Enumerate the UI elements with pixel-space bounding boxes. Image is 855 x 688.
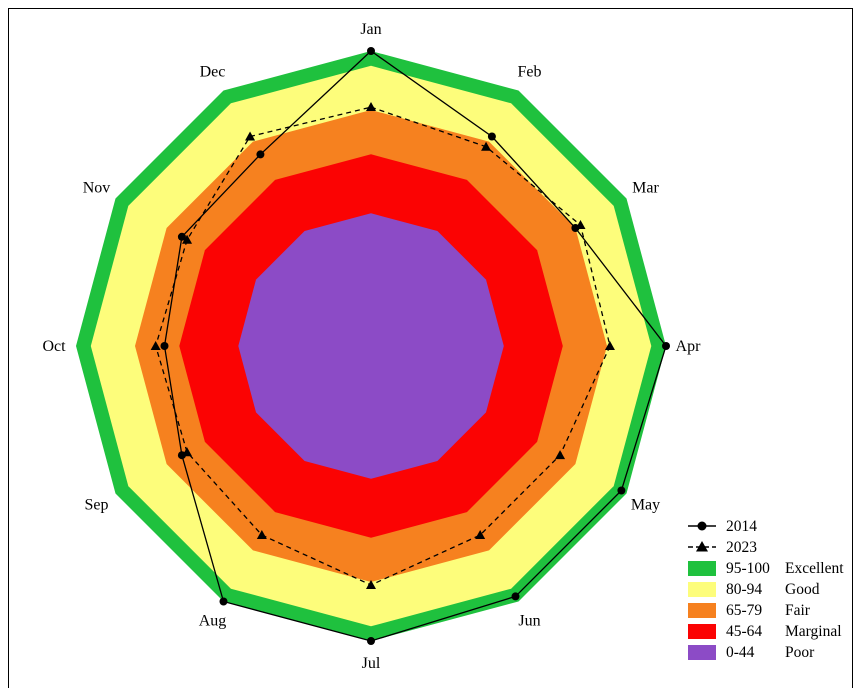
legend-label-2023: 2023 bbox=[726, 539, 757, 556]
legend-item-2023: 2023 bbox=[688, 539, 757, 556]
point-2023-mar bbox=[575, 220, 586, 230]
legend-swatch-good bbox=[688, 582, 716, 597]
legend: 2014 2023 95-100 Excellent 80-94 Good 65-79 Fai… bbox=[688, 518, 844, 661]
legend-swatch-excellent bbox=[688, 561, 716, 576]
point-2023-sep bbox=[182, 447, 193, 457]
month-label-may: May bbox=[631, 497, 660, 514]
legend-item-poor: 0-44 Poor bbox=[688, 644, 815, 661]
point-2014-oct bbox=[160, 342, 169, 350]
legend-range-fair: 65-79 bbox=[726, 602, 762, 619]
legend-label-poor: Poor bbox=[785, 644, 815, 661]
series-2023 bbox=[150, 102, 615, 589]
month-label-layer: Jan Feb Mar Apr May Jun Jul Aug Sep Oct Nov Dec bbox=[42, 21, 701, 672]
point-2014-may bbox=[617, 486, 626, 495]
month-label-feb: Feb bbox=[518, 64, 542, 81]
point-2023-jun bbox=[475, 530, 486, 540]
band-poor bbox=[238, 213, 504, 479]
point-2023-jul bbox=[366, 579, 376, 589]
month-label-jan: Jan bbox=[360, 21, 381, 38]
legend-range-poor: 0-44 bbox=[726, 644, 755, 661]
month-label-mar: Mar bbox=[632, 180, 659, 197]
series-layer bbox=[150, 47, 670, 645]
legend-label-good: Good bbox=[785, 581, 820, 598]
point-2023-dec bbox=[245, 131, 256, 141]
legend-label-marginal: Marginal bbox=[785, 623, 842, 640]
point-2023-may bbox=[555, 450, 566, 460]
point-2014-nov bbox=[177, 232, 186, 241]
point-2023-nov bbox=[182, 234, 193, 244]
legend-item-good: 80-94 Good bbox=[688, 581, 820, 598]
legend-item-2014: 2014 bbox=[688, 518, 757, 535]
point-2014-jan bbox=[367, 47, 375, 55]
point-2023-apr bbox=[604, 341, 615, 350]
point-2023-feb bbox=[481, 141, 492, 151]
legend-swatch-marginal bbox=[688, 624, 716, 639]
legend-swatch-fair bbox=[688, 603, 716, 618]
point-2014-jun bbox=[511, 592, 520, 601]
chart-frame bbox=[8, 8, 853, 688]
point-2014-dec bbox=[256, 150, 265, 159]
month-label-aug: Aug bbox=[199, 613, 227, 630]
month-label-sep: Sep bbox=[85, 497, 109, 514]
band-layer bbox=[76, 51, 666, 641]
point-2023-oct bbox=[150, 341, 161, 350]
point-2023-aug bbox=[256, 530, 267, 540]
month-label-jun: Jun bbox=[518, 613, 540, 630]
point-2023-jan bbox=[366, 102, 376, 112]
legend-marker-2014 bbox=[697, 521, 707, 531]
legend-swatch-poor bbox=[688, 645, 716, 660]
month-label-oct: Oct bbox=[42, 338, 66, 355]
legend-range-excellent: 95-100 bbox=[726, 560, 770, 577]
point-2014-feb bbox=[487, 132, 496, 141]
month-label-jul: Jul bbox=[362, 655, 381, 672]
month-label-dec: Dec bbox=[200, 64, 226, 81]
legend-item-fair: 65-79 Fair bbox=[688, 602, 811, 619]
legend-item-excellent: 95-100 Excellent bbox=[688, 560, 844, 577]
month-label-nov: Nov bbox=[83, 180, 111, 197]
point-2014-aug bbox=[219, 597, 228, 606]
legend-item-marginal: 45-64 Marginal bbox=[688, 623, 842, 640]
legend-label-excellent: Excellent bbox=[785, 560, 844, 577]
legend-marker-2023 bbox=[696, 541, 708, 552]
legend-range-good: 80-94 bbox=[726, 581, 762, 598]
month-label-apr: Apr bbox=[676, 338, 702, 355]
point-2014-apr bbox=[662, 342, 670, 350]
legend-label-fair: Fair bbox=[785, 602, 811, 619]
point-2014-jul bbox=[367, 637, 375, 645]
legend-range-marginal: 45-64 bbox=[726, 623, 762, 640]
legend-label-2014: 2014 bbox=[726, 518, 757, 535]
